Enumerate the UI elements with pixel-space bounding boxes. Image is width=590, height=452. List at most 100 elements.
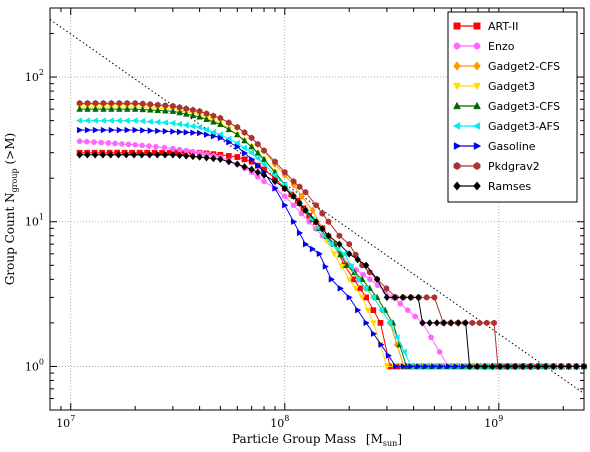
series-8-marker-38	[373, 275, 381, 284]
series-1-marker-13	[170, 145, 176, 152]
series-8-marker-27	[281, 184, 288, 193]
reference-line	[49, 19, 585, 394]
series-8-marker-63	[557, 362, 565, 371]
series-4-marker-4	[108, 105, 115, 112]
legend-box	[447, 11, 578, 203]
series-5-marker-44	[400, 348, 407, 356]
series-6-marker-40	[378, 341, 385, 348]
series-8-marker-51	[466, 362, 473, 371]
series-8-marker-12	[169, 151, 177, 159]
series-4-marker-17	[203, 115, 210, 123]
series-1-marker-45	[404, 307, 411, 313]
series-7-marker-21	[234, 123, 241, 131]
series-8-marker-20	[225, 158, 233, 166]
legend-marker-left-0	[453, 22, 461, 30]
series-7-marker-32	[319, 210, 326, 217]
series-8-marker-26	[271, 177, 279, 186]
series-8-marker-34	[336, 240, 343, 248]
series-1-marker-12	[161, 144, 168, 151]
series-8-marker-46	[433, 319, 441, 327]
y-axis-label: Group Count Ngroup (>M)	[3, 133, 19, 285]
series-3-marker-40	[370, 320, 377, 327]
series-6-marker-45	[415, 363, 423, 370]
series-8-marker-65	[573, 362, 580, 371]
series-4-marker-21	[233, 130, 241, 138]
series-4-marker-13	[176, 109, 183, 116]
series-5-marker-18	[209, 128, 217, 136]
series-6-marker-43	[400, 363, 407, 370]
series-7-marker-18	[210, 112, 217, 120]
legend-marker-left-5	[452, 122, 461, 130]
series-8-marker-3	[99, 151, 107, 159]
series-7-marker-1	[84, 99, 91, 107]
series-4-marker-5	[115, 105, 123, 112]
series-8-marker-39	[383, 293, 391, 302]
series-7-marker-10	[154, 101, 161, 109]
series-7-marker-22	[241, 129, 248, 136]
series-4-marker-7	[131, 105, 139, 112]
series-8-marker-37	[362, 261, 370, 270]
series-7-marker-24	[254, 141, 261, 148]
series-5-marker-6	[123, 117, 130, 124]
y-tick-base-0: 10	[25, 360, 39, 373]
series-8-marker-15	[189, 152, 197, 161]
series-7-marker-14	[183, 105, 190, 112]
series-5-marker-9	[146, 118, 153, 125]
series-6-marker-1	[84, 126, 92, 134]
series-6-marker-34	[328, 276, 336, 283]
series-6-marker-32	[316, 250, 323, 258]
series-5-marker-11	[161, 119, 168, 126]
series-7-marker-9	[147, 101, 154, 108]
legend-marker-right-1	[473, 42, 481, 50]
series-4-marker-0	[76, 105, 83, 112]
y-tick-exp-1: 1	[39, 213, 44, 222]
series-5-marker-24	[254, 155, 261, 162]
series-6-marker-20	[226, 138, 233, 146]
y-tick-label-0: 100	[25, 357, 44, 373]
legend-label-1: Enzo	[488, 40, 515, 53]
legend-marker-left-6	[453, 142, 462, 150]
series-4-marker-11	[162, 107, 169, 114]
series-7-marker-26	[272, 158, 278, 165]
series-8-marker-44	[419, 319, 426, 327]
series-8-marker-24	[254, 168, 262, 176]
series-8-marker-8	[138, 151, 145, 159]
series-6-marker-44	[408, 363, 415, 370]
series-5-marker-34	[327, 240, 334, 248]
legend-marker-left-4	[453, 101, 461, 110]
x-tick-base-0: 10	[56, 417, 70, 430]
series-8-marker-17	[203, 154, 210, 162]
series-5-marker-43	[393, 334, 400, 341]
series-4-marker-10	[154, 106, 162, 114]
series-8-marker-33	[325, 232, 332, 240]
series-1-marker-28	[281, 193, 288, 200]
series-6-marker-9	[147, 127, 154, 134]
series-7-marker-30	[302, 188, 309, 196]
legend-entry-4: Gadget3-CFS	[453, 100, 560, 113]
series-7-marker-2	[92, 99, 99, 107]
series-6-marker-16	[197, 129, 204, 137]
series-7-marker-51	[469, 319, 476, 327]
series-3-marker-34	[330, 251, 338, 258]
series-6-marker-0	[77, 126, 84, 134]
series-6-marker-13	[176, 128, 184, 136]
series-line-7	[79, 102, 584, 367]
series-6-marker-47	[430, 363, 438, 370]
series-5-marker-2	[91, 117, 99, 124]
y-tick-exp-2: 2	[39, 68, 44, 77]
series-1-marker-49	[436, 349, 443, 355]
series-7-marker-34	[336, 232, 343, 240]
series-4-marker-22	[241, 136, 248, 144]
series-8-marker-5	[115, 151, 122, 159]
series-8-marker-40	[391, 293, 398, 302]
series-6-marker-21	[234, 143, 241, 151]
series-1-marker-39	[360, 271, 366, 278]
series-6-marker-38	[363, 319, 370, 327]
series-8-marker-62	[550, 362, 557, 371]
series-6-marker-23	[249, 156, 256, 163]
series-6-marker-31	[309, 245, 317, 253]
legend-marker-right-5	[472, 122, 481, 130]
legend-marker-right-2	[473, 61, 481, 71]
legend: ART-II Enzo Gadget2-CFS Gadget3 Gadget3-CFS G…	[447, 11, 578, 203]
